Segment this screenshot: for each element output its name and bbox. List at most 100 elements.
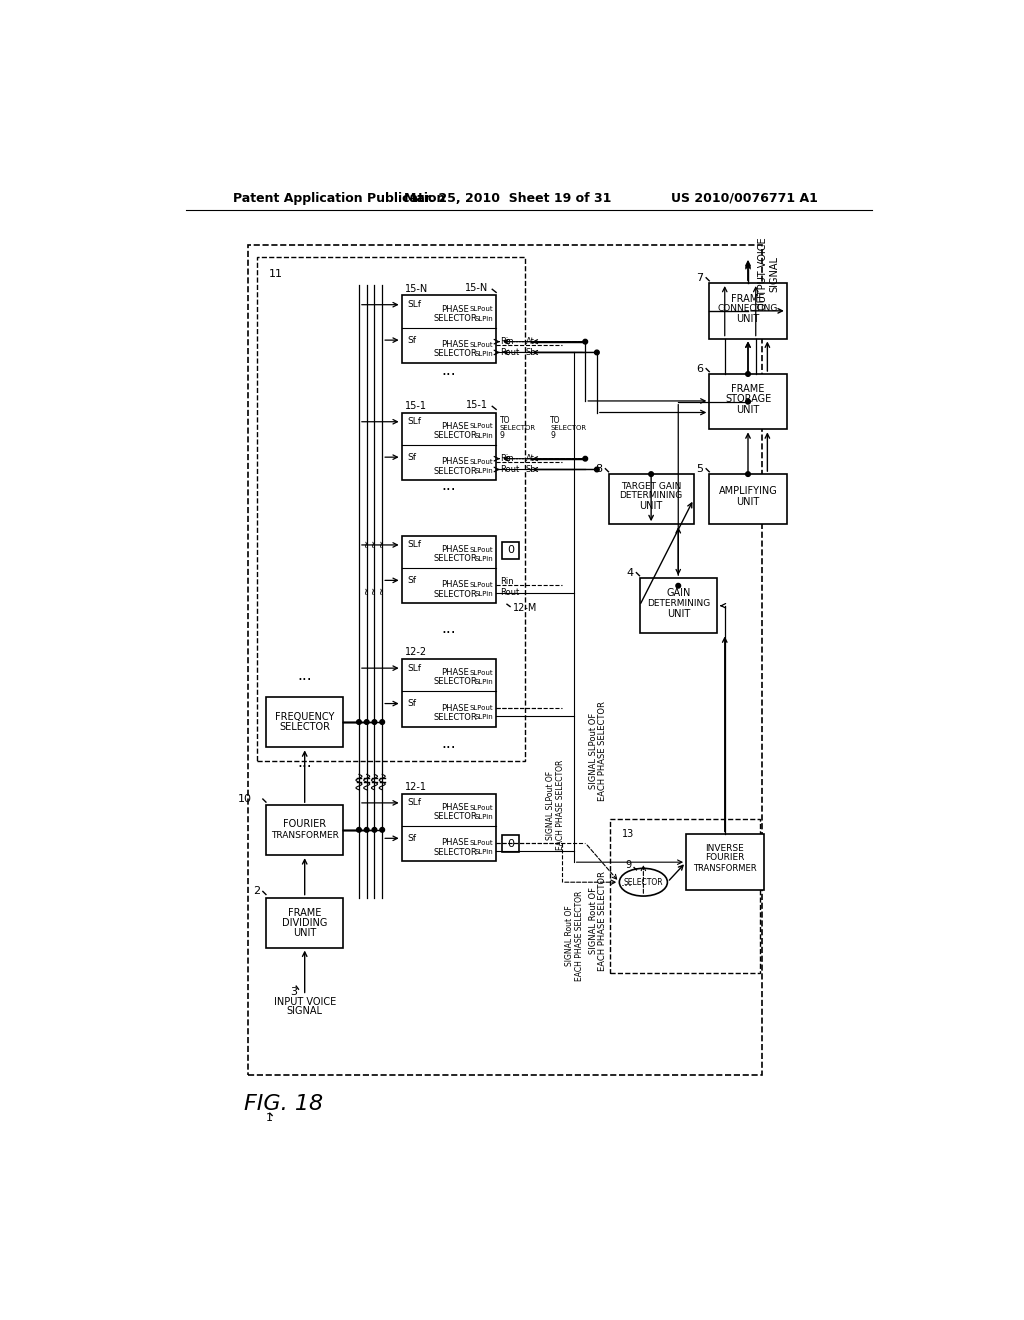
Bar — [401, 659, 496, 726]
Text: 15-1: 15-1 — [404, 400, 427, 411]
Text: CONNECTING: CONNECTING — [718, 304, 778, 313]
Circle shape — [583, 457, 588, 461]
Text: SLf: SLf — [408, 300, 422, 309]
Text: SLPin: SLPin — [474, 813, 493, 820]
Text: 15-1: 15-1 — [466, 400, 488, 409]
Text: SLPout: SLPout — [469, 546, 493, 553]
Text: EACH PHASE SELECTOR: EACH PHASE SELECTOR — [598, 871, 607, 970]
Text: PHASE: PHASE — [441, 803, 469, 812]
Circle shape — [356, 828, 361, 832]
Text: SLPout: SLPout — [469, 705, 493, 711]
Text: PHASE: PHASE — [441, 457, 469, 466]
Text: 8: 8 — [595, 463, 602, 474]
Text: 1: 1 — [265, 1113, 272, 1123]
Text: AMPLIFYING: AMPLIFYING — [719, 486, 777, 496]
Text: 4: 4 — [626, 568, 633, 578]
Text: UNIT: UNIT — [640, 502, 663, 511]
Text: Sb: Sb — [525, 465, 537, 474]
Bar — [710, 374, 786, 429]
Ellipse shape — [620, 869, 668, 896]
Text: TARGET GAIN: TARGET GAIN — [621, 482, 681, 491]
Text: ...: ... — [621, 875, 633, 888]
Text: UNIT: UNIT — [736, 314, 760, 325]
Bar — [257, 257, 524, 762]
Text: 9: 9 — [626, 861, 632, 870]
Text: SELECTOR: SELECTOR — [433, 713, 477, 722]
Text: SELECTOR: SELECTOR — [433, 677, 477, 686]
Text: SLPin: SLPin — [474, 433, 493, 438]
Bar — [266, 805, 343, 855]
Bar — [401, 412, 496, 480]
Text: DETERMINING: DETERMINING — [620, 491, 683, 500]
Text: 9: 9 — [550, 432, 555, 440]
Circle shape — [676, 583, 681, 589]
Circle shape — [365, 719, 369, 725]
Text: At: At — [525, 337, 535, 346]
Text: SLPin: SLPin — [474, 315, 493, 322]
Text: ~: ~ — [377, 540, 387, 548]
Text: Rout: Rout — [500, 589, 519, 597]
Text: INVERSE: INVERSE — [706, 843, 744, 853]
Text: PHASE: PHASE — [441, 341, 469, 350]
Circle shape — [372, 719, 377, 725]
Text: PHASE: PHASE — [441, 838, 469, 847]
Text: Patent Application Publication: Patent Application Publication — [232, 191, 445, 205]
Text: PHASE: PHASE — [441, 581, 469, 590]
Text: 6: 6 — [696, 363, 703, 374]
Text: 12-1: 12-1 — [404, 781, 427, 792]
Bar — [401, 296, 496, 363]
Bar — [266, 898, 343, 948]
Text: SIGNAL SLPout OF: SIGNAL SLPout OF — [546, 771, 555, 840]
Text: UNIT: UNIT — [293, 928, 316, 939]
Text: FOURIER: FOURIER — [706, 853, 744, 862]
Text: SIGNAL SLPout OF: SIGNAL SLPout OF — [589, 713, 597, 789]
Text: ...: ... — [441, 363, 456, 378]
Text: US 2010/0076771 A1: US 2010/0076771 A1 — [671, 191, 818, 205]
Text: UNIT: UNIT — [736, 405, 760, 416]
Text: SLPout: SLPout — [469, 342, 493, 347]
Text: 0: 0 — [507, 545, 514, 556]
Text: SLf: SLf — [408, 540, 422, 549]
Text: 11: 11 — [269, 269, 283, 279]
Text: 12-2: 12-2 — [404, 647, 427, 657]
Text: SLPout: SLPout — [469, 804, 493, 810]
Text: FRAME: FRAME — [731, 384, 765, 395]
Text: TRANSFORMER: TRANSFORMER — [270, 830, 339, 840]
Bar — [640, 578, 717, 634]
Bar — [248, 244, 762, 1074]
Text: SELECTOR: SELECTOR — [433, 432, 477, 440]
Text: 9: 9 — [500, 432, 505, 440]
Text: 15-N: 15-N — [465, 282, 488, 293]
Text: FREQUENCY: FREQUENCY — [275, 711, 335, 722]
Bar — [608, 474, 693, 524]
Circle shape — [365, 828, 369, 832]
Text: ...: ... — [441, 478, 456, 494]
Text: ~: ~ — [377, 586, 387, 594]
Text: Sf: Sf — [408, 453, 417, 462]
Text: SELECTOR: SELECTOR — [550, 425, 587, 430]
Bar — [610, 818, 760, 973]
Text: 13: 13 — [622, 829, 634, 840]
Text: ...: ... — [297, 668, 312, 684]
Text: SELECTOR: SELECTOR — [433, 590, 477, 599]
Text: Rout: Rout — [500, 348, 519, 356]
Text: SELECTOR: SELECTOR — [280, 722, 330, 733]
Text: 10: 10 — [238, 795, 252, 804]
Text: Sf: Sf — [408, 700, 417, 708]
Circle shape — [380, 719, 385, 725]
Text: SLPin: SLPin — [474, 556, 493, 562]
Text: SLPout: SLPout — [469, 306, 493, 313]
Text: Mar. 25, 2010  Sheet 19 of 31: Mar. 25, 2010 Sheet 19 of 31 — [404, 191, 611, 205]
Text: ...: ... — [441, 620, 456, 636]
Text: SLPout: SLPout — [469, 424, 493, 429]
Text: FOURIER: FOURIER — [284, 820, 327, 829]
Text: SELECTOR: SELECTOR — [500, 425, 537, 430]
Text: ~: ~ — [370, 540, 380, 548]
Text: 12-M: 12-M — [513, 603, 538, 612]
Text: 5: 5 — [696, 463, 703, 474]
Text: ...: ... — [441, 737, 456, 751]
Circle shape — [356, 719, 361, 725]
Text: EACH PHASE SELECTOR: EACH PHASE SELECTOR — [556, 760, 565, 850]
Text: Rout: Rout — [500, 465, 519, 474]
Text: 3: 3 — [291, 986, 297, 997]
